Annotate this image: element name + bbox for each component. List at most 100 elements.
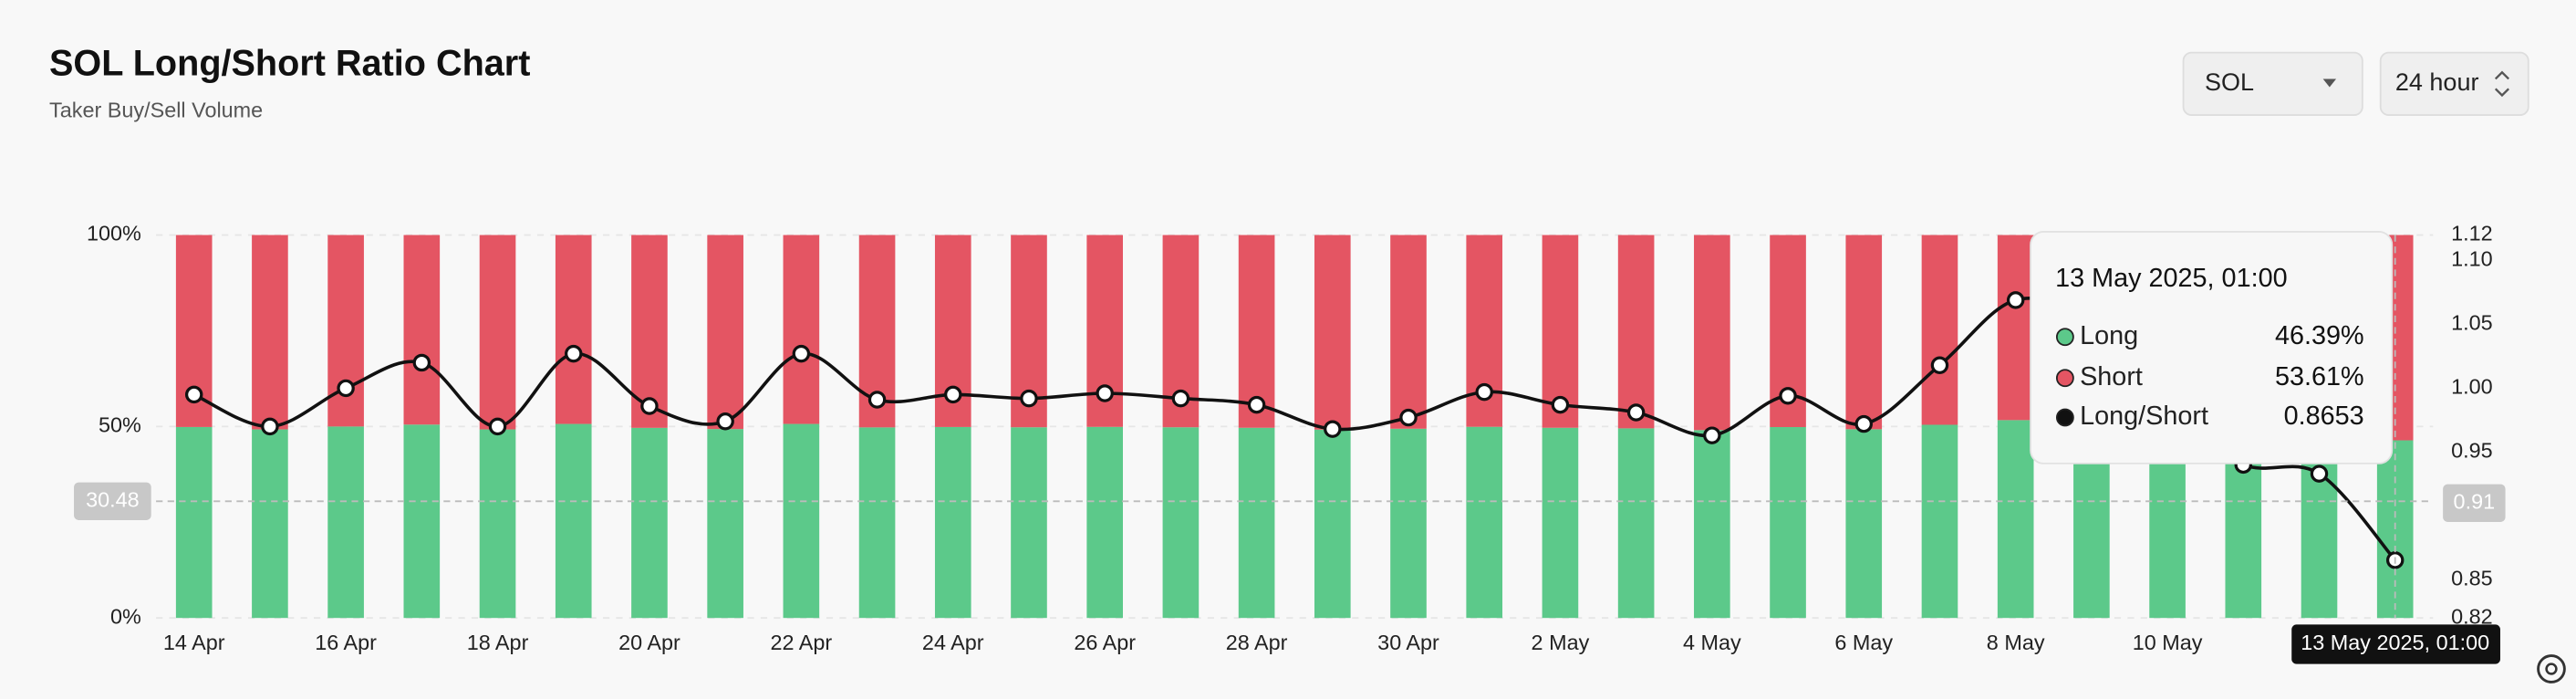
x-tick-label: 20 Apr bbox=[618, 631, 680, 654]
ratio-point bbox=[565, 344, 583, 363]
x-tick-label: 4 May bbox=[1683, 631, 1741, 654]
crosshair-y-label: 30.48 bbox=[86, 487, 140, 511]
bar-segment bbox=[1770, 427, 1806, 619]
bar-segment bbox=[555, 235, 592, 424]
y2-tick-label: 1.10 bbox=[2451, 247, 2493, 271]
x-tick-label: 8 May bbox=[1987, 631, 2045, 654]
bar-segment bbox=[1011, 427, 1047, 619]
bar-segment bbox=[1314, 235, 1351, 430]
tooltip-value: 46.39% bbox=[2275, 321, 2364, 350]
y2-tick-label: 1.00 bbox=[2451, 375, 2493, 399]
bar-segment bbox=[1694, 430, 1730, 619]
x-tick-label: 30 Apr bbox=[1377, 631, 1439, 654]
ratio-point bbox=[867, 391, 887, 409]
x-crosshair-box bbox=[2291, 624, 2500, 664]
bar-segment bbox=[1997, 420, 2034, 619]
x-tick-label: 28 Apr bbox=[1226, 631, 1288, 654]
tooltip-swatch bbox=[2055, 408, 2074, 427]
y2-tick-label: 0.82 bbox=[2451, 604, 2493, 628]
bar-segment bbox=[1617, 235, 1655, 429]
bar-segment bbox=[1921, 235, 1958, 425]
chart-title: SOL Long/Short Ratio Chart bbox=[49, 44, 530, 84]
bar-segment bbox=[783, 235, 820, 424]
ratio-point bbox=[944, 385, 962, 404]
plot: 0%50%100%0.820.850.900.951.001.051.101.1… bbox=[74, 222, 2506, 654]
ratio-point bbox=[337, 379, 355, 398]
icon-ring[interactable] bbox=[2537, 654, 2566, 683]
x-tick-label: 22 Apr bbox=[771, 631, 833, 654]
ratio-point bbox=[412, 353, 431, 372]
caret bbox=[2494, 70, 2509, 98]
ratio-point bbox=[1551, 395, 1570, 414]
bar-segment bbox=[403, 424, 441, 619]
tooltip-name: Long/Short bbox=[2080, 402, 2208, 431]
x-tick-label: 2 May bbox=[1532, 631, 1590, 654]
coin-select[interactable]: SOL bbox=[2182, 51, 2363, 116]
ratio-point bbox=[1324, 420, 1342, 438]
bar-segment bbox=[1390, 428, 1427, 619]
x-tick-label: 16 Apr bbox=[315, 631, 377, 654]
ratio-point bbox=[1247, 395, 1266, 414]
tooltip-swatch bbox=[2055, 369, 2074, 388]
bar-segment bbox=[327, 426, 364, 619]
bar-segment bbox=[1694, 235, 1730, 431]
crosshair-y2-label: 0.91 bbox=[2454, 489, 2496, 513]
bar-segment bbox=[1617, 428, 1655, 619]
x-tick-label: 18 Apr bbox=[467, 631, 529, 654]
x-tick-label: 6 May bbox=[1834, 631, 1893, 654]
ratio-point bbox=[1020, 389, 1038, 408]
select-box[interactable] bbox=[2379, 51, 2529, 116]
bar-segment bbox=[707, 429, 743, 619]
ratio-point bbox=[1475, 382, 1493, 402]
select-value[interactable]: SOL bbox=[2205, 68, 2254, 96]
bar-segment bbox=[1390, 235, 1427, 429]
tooltip-name: Long bbox=[2080, 321, 2138, 350]
tooltip-value: 0.8653 bbox=[2284, 402, 2364, 431]
y2-tick-label: 1.05 bbox=[2451, 311, 2493, 335]
bar-segment bbox=[631, 235, 668, 428]
ratio-point bbox=[1626, 403, 1646, 422]
bar-segment bbox=[1314, 429, 1351, 619]
x-tick-label: 26 Apr bbox=[1074, 631, 1136, 654]
bar-segment bbox=[1921, 424, 1958, 619]
bar-segment bbox=[707, 235, 743, 430]
bar-segment bbox=[1238, 235, 1275, 428]
ratio-point bbox=[1930, 356, 1949, 374]
y2-tick-label: 1.12 bbox=[2451, 222, 2493, 245]
bar-segment bbox=[175, 426, 213, 619]
ratio-point bbox=[716, 412, 734, 431]
crosshair-y2-box bbox=[2443, 484, 2506, 523]
tooltip-swatch bbox=[2055, 328, 2074, 347]
select-value[interactable]: 24 hour bbox=[2395, 68, 2479, 96]
bar-segment bbox=[1997, 235, 2034, 421]
bar-segment bbox=[403, 235, 441, 425]
ratio-point bbox=[1096, 384, 1114, 402]
bar-segment bbox=[252, 429, 288, 619]
ratio-point bbox=[1171, 389, 1190, 408]
x-tick-label: 24 Apr bbox=[922, 631, 984, 654]
x-tick-label: 14 Apr bbox=[163, 631, 225, 654]
y2-tick-label: 0.95 bbox=[2451, 439, 2493, 463]
bar-segment bbox=[1542, 427, 1579, 619]
settings-icon[interactable] bbox=[2537, 654, 2566, 683]
icon-core[interactable] bbox=[2545, 662, 2558, 675]
ratio-point bbox=[1399, 408, 1418, 427]
interval-select[interactable]: 24 hour bbox=[2379, 51, 2529, 116]
x-crosshair-label: 13 May 2025, 01:00 bbox=[2301, 631, 2489, 654]
overlay: 13 May 2025, 01:00 Long 46.39% Short 53.… bbox=[2030, 231, 2566, 683]
bar-segment bbox=[1086, 426, 1123, 619]
bar-segment bbox=[631, 427, 668, 619]
bar-segment bbox=[858, 427, 896, 619]
x-tick-label: 10 May bbox=[2133, 631, 2203, 654]
bar-segment bbox=[252, 235, 288, 430]
ratio-point bbox=[2310, 464, 2329, 483]
bar-segment bbox=[1845, 429, 1883, 619]
y-tick-label: 100% bbox=[87, 222, 141, 245]
tooltip-title: 13 May 2025, 01:00 bbox=[2055, 264, 2288, 293]
ratio-point bbox=[1779, 387, 1797, 405]
ratio-point bbox=[792, 344, 811, 363]
select-box[interactable] bbox=[2182, 51, 2363, 116]
bar-segment bbox=[1466, 426, 1503, 619]
ratio-point bbox=[1703, 426, 1721, 444]
